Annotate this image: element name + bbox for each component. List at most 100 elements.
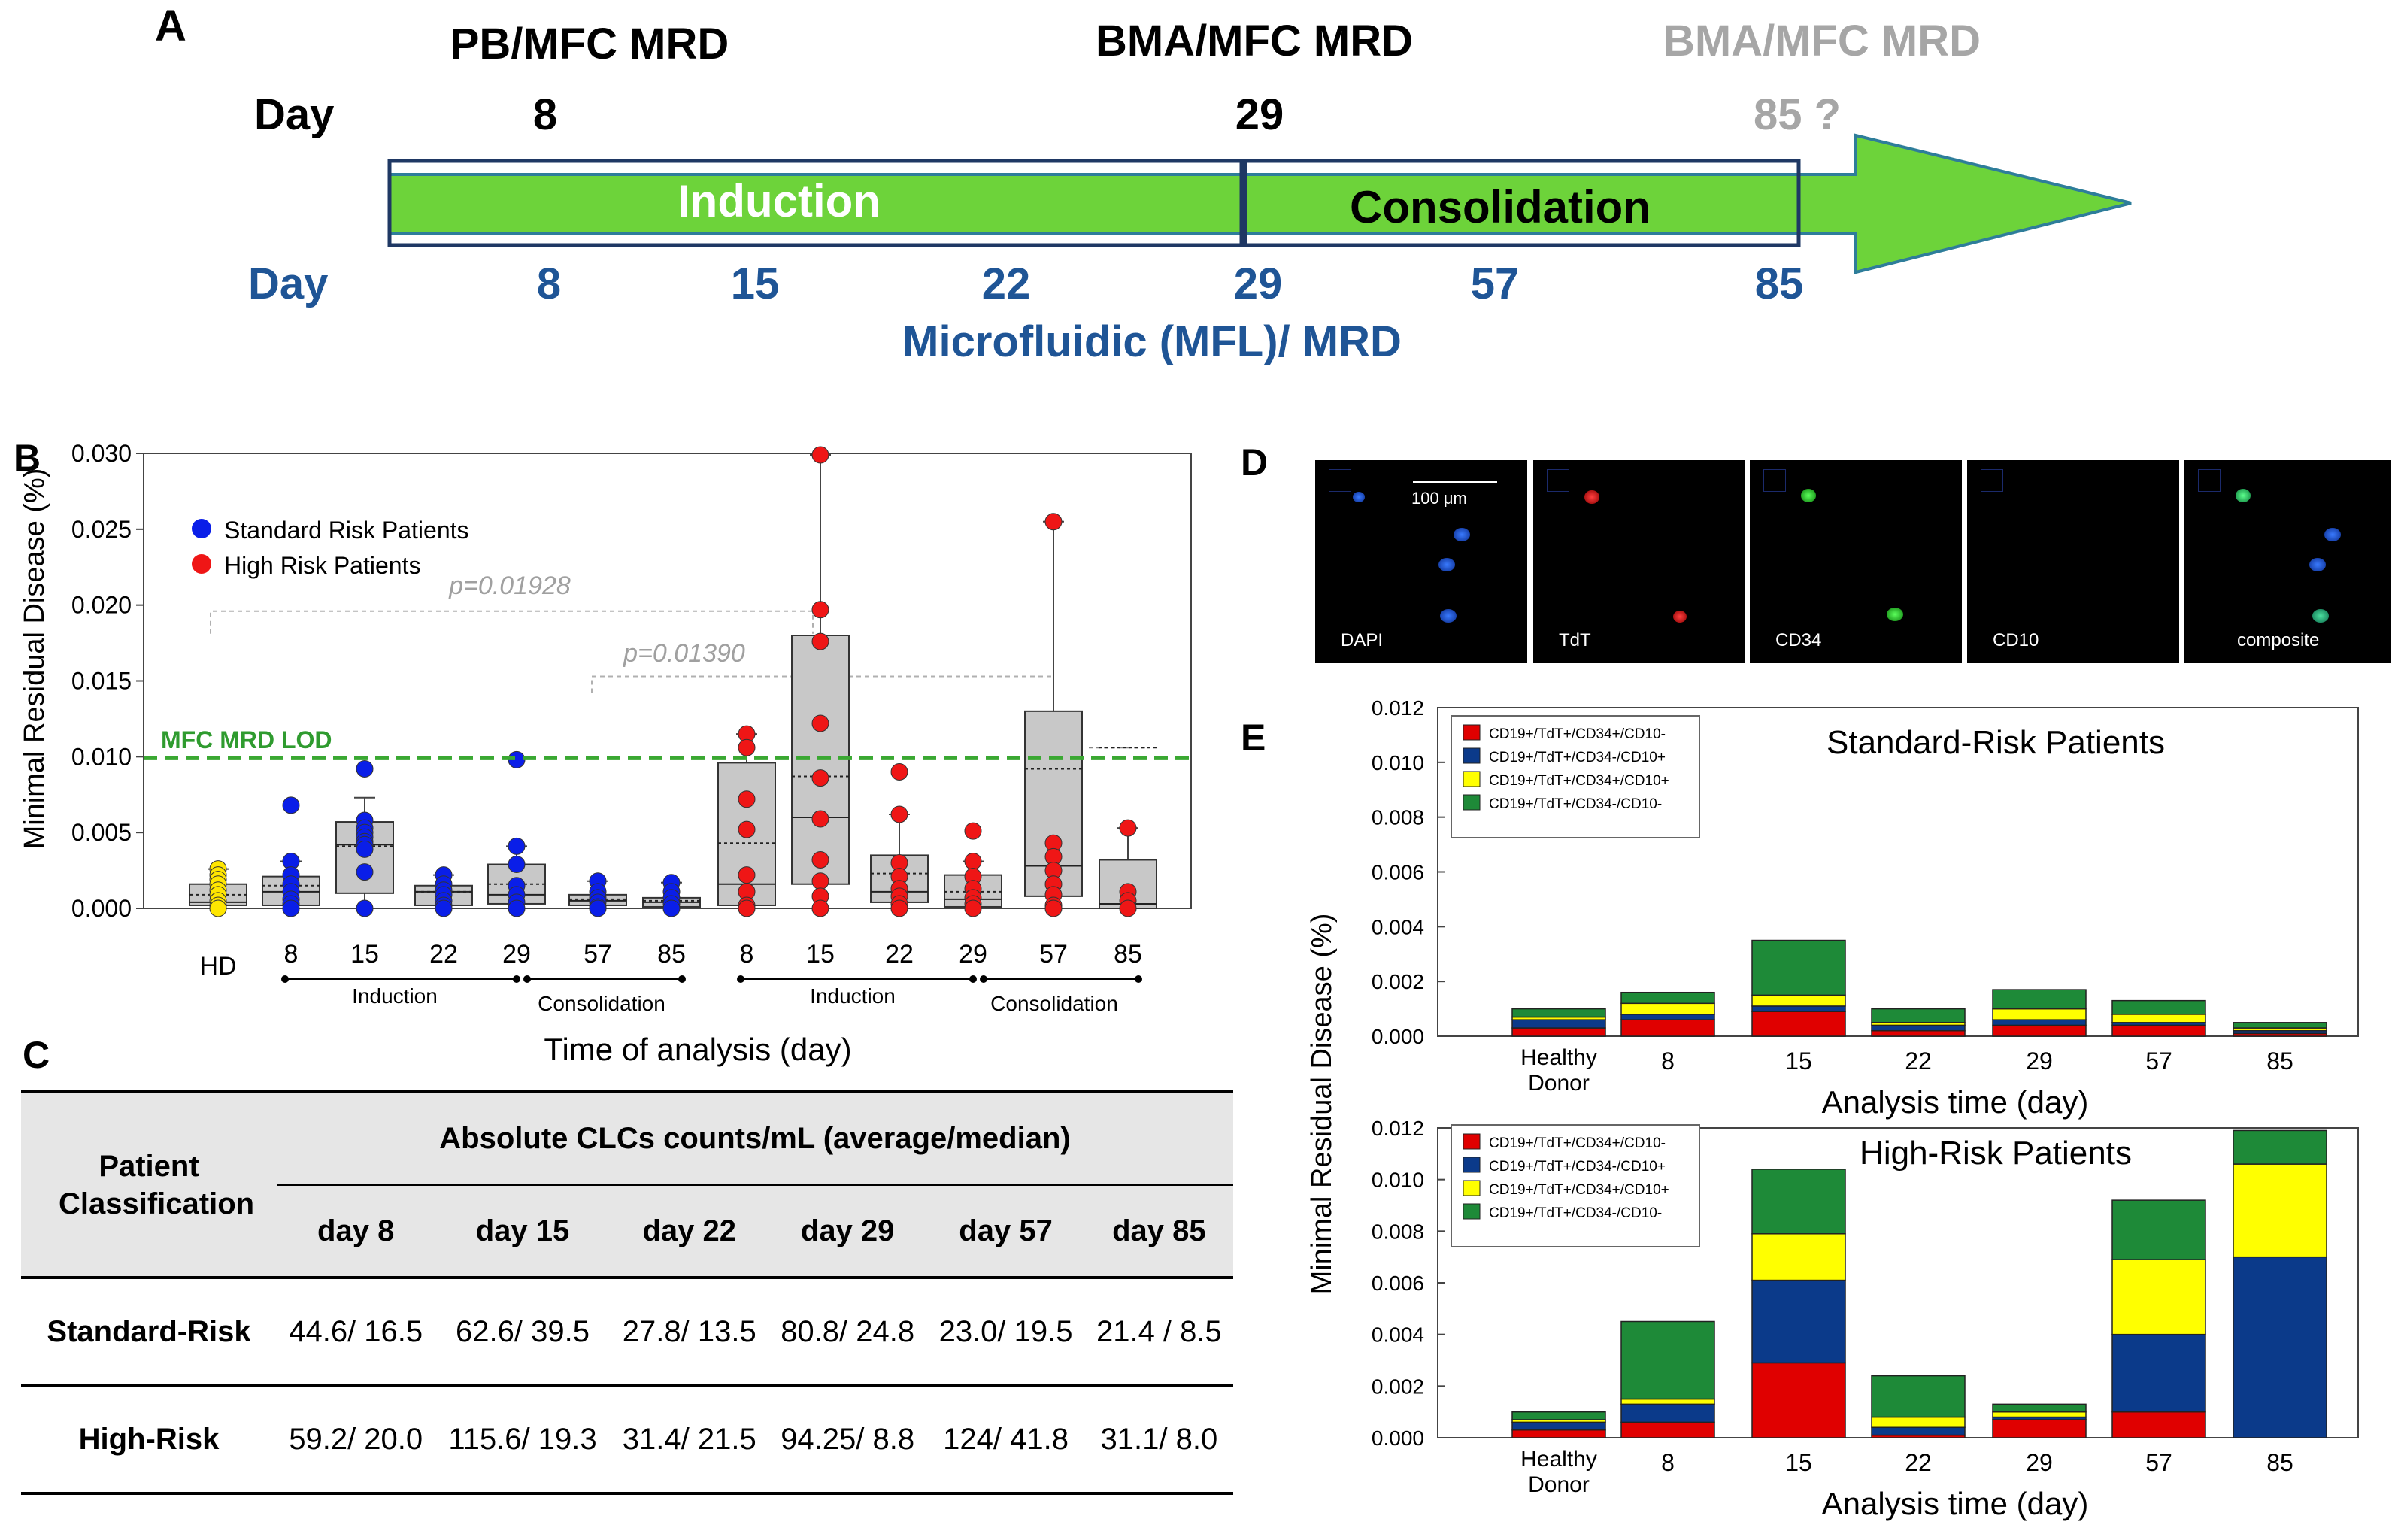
data-point (811, 714, 829, 732)
y-tick-label: 0.010 (1372, 1169, 1424, 1192)
cell-nucleus (2324, 528, 2341, 541)
bar-segment (1751, 1011, 1846, 1037)
data-point (1044, 513, 1063, 531)
table-col-day15: day 15 (435, 1184, 611, 1279)
scale-bar (1413, 481, 1497, 483)
channel-label-tdt: TdT (1559, 630, 1591, 650)
bar-segment (1620, 1014, 1715, 1020)
table-row: High-Risk 59.2/ 20.0 115.6/ 19.3 31.4/ 2… (21, 1385, 1233, 1495)
bar-segment (1751, 1233, 1846, 1281)
table-cell: 44.6/ 16.5 (277, 1278, 435, 1387)
legend-label: CD19+/TdT+/CD34+/CD10+ (1489, 1182, 1669, 1198)
panel-label-a: A (155, 2, 186, 50)
phase-label-induction-hr: Induction (810, 984, 896, 1008)
y-tick-label: 0.020 (71, 592, 132, 619)
channel-label-composite: composite (2237, 630, 2320, 650)
timeline-arrow (388, 133, 2132, 274)
table-group-header: Absolute CLCs counts/mL (average/median) (277, 1090, 1233, 1185)
data-point (811, 632, 829, 650)
bar-segment (1751, 1169, 1846, 1235)
panel-label-e: E (1241, 717, 1266, 759)
bar-segment (1871, 1029, 1966, 1037)
chart-e-xlabel: Analysis time (day) (1822, 1486, 2089, 1521)
corner-marker (1763, 469, 1786, 492)
y-tick-label: 0.008 (1372, 1220, 1424, 1243)
chart-e-standard-risk: 0.000 0.002 0.004 0.006 0.008 0.010 0.012 Healt… (1372, 696, 2359, 1120)
mfc-label-bma-29: BMA/MFC MRD (1096, 17, 1413, 65)
bar-segment (2111, 1199, 2206, 1260)
bar-segment (1511, 1429, 1606, 1438)
x-tick-label: 85 (1114, 940, 1142, 969)
significance-bracket (210, 610, 814, 634)
micrograph-cd34: CD34 (1750, 460, 1962, 663)
top-day-29: 29 (1235, 90, 1284, 139)
bar-segment (1620, 1398, 1715, 1405)
phase-label-induction-sr: Induction (352, 984, 438, 1008)
top-day-85: 85 ? (1754, 90, 1841, 139)
x-tick-label: 15 (1785, 1047, 1812, 1075)
micrograph-composite: composite (2184, 460, 2391, 663)
cell-nucleus (2309, 558, 2326, 571)
data-point (508, 899, 526, 917)
x-tick-label: 22 (1905, 1047, 1932, 1075)
table-cell: 59.2/ 20.0 (277, 1385, 435, 1495)
data-point (435, 899, 453, 917)
table-col-day29: day 29 (768, 1184, 927, 1279)
data-point (356, 899, 374, 917)
data-point (964, 822, 982, 840)
bar-segment (2111, 1411, 2206, 1438)
corner-marker (1329, 469, 1351, 492)
data-point (964, 852, 982, 870)
x-tick-label: 8 (1661, 1047, 1675, 1075)
lod-label: MFC MRD LOD (161, 726, 332, 753)
y-tick-label: 0.002 (1372, 970, 1424, 993)
p-value-2: p=0.01390 (623, 639, 745, 668)
x-tick-label: Healthy (1520, 1045, 1597, 1070)
channel-label-cd10: CD10 (1993, 630, 2039, 650)
corner-marker (1981, 469, 2003, 492)
chart-e-title: High-Risk Patients (1860, 1135, 2132, 1172)
bar-segment (1511, 1421, 1606, 1431)
phase-induction: Induction (678, 176, 881, 226)
bar-segment (2233, 1022, 2327, 1029)
data-point (589, 899, 607, 917)
x-tick-label: 22 (1905, 1449, 1932, 1476)
chart-e-legend (1451, 1124, 1700, 1247)
cell-nucleus (1438, 558, 1455, 571)
x-tick-label: 22 (429, 940, 458, 969)
data-point (811, 769, 829, 787)
y-tick-label: 0.002 (1372, 1375, 1424, 1398)
bar-segment (1992, 1411, 2087, 1418)
data-point (282, 899, 300, 917)
y-tick-label: 0.025 (71, 516, 132, 543)
phase-label-consolidation-hr: Consolidation (990, 992, 1118, 1015)
data-point (1044, 899, 1063, 917)
x-tick-label: 85 (657, 940, 686, 969)
chart-b-ylabel: Minimal Residual Disease (%) (19, 468, 50, 850)
table-cell: 31.4/ 21.5 (610, 1385, 768, 1495)
channel-label-cd34: CD34 (1775, 630, 1822, 650)
chart-b-x-axis: HD 8 15 22 29 57 85 8 15 22 29 57 85 (199, 940, 1142, 983)
table-col-day22: day 22 (610, 1184, 768, 1279)
phase-bracket-end (969, 975, 977, 983)
phase-bracket-end (678, 975, 686, 983)
legend-high-label: High Risk Patients (224, 552, 420, 579)
data-point (738, 899, 756, 917)
phase-bracket-end (523, 975, 531, 983)
y-tick-label: 0.000 (1372, 1025, 1424, 1048)
table-cell: 31.1/ 8.0 (1084, 1385, 1233, 1495)
bar-segment (1620, 1403, 1715, 1423)
p-value-1: p=0.01928 (448, 571, 571, 600)
table-cell: 27.8/ 13.5 (610, 1278, 768, 1387)
table-col-day85: day 85 (1084, 1184, 1233, 1279)
micrograph-cd10: CD10 (1967, 460, 2179, 663)
bottom-day-85: 85 (1755, 259, 1804, 308)
chart-e-xlabel: Analysis time (day) (1822, 1084, 2089, 1120)
phase-bracket-end (513, 975, 520, 983)
data-point (890, 763, 908, 781)
legend-high-marker (192, 554, 211, 574)
x-tick-label: 22 (885, 940, 914, 969)
y-tick-label: 0.010 (1372, 751, 1424, 775)
induction-frame (387, 159, 1244, 247)
bar-segment (1992, 1403, 2087, 1413)
